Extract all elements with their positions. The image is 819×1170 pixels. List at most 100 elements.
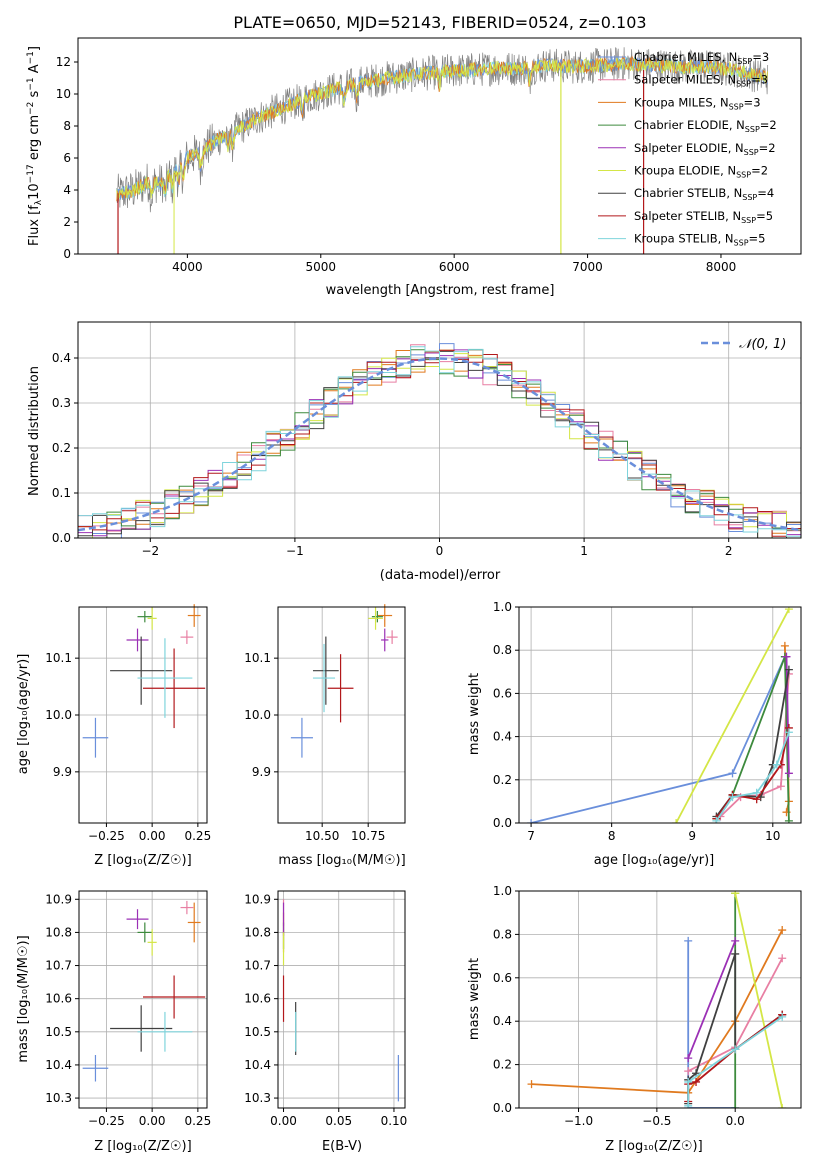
errorbar-point [147,929,157,956]
weight-marker [784,769,793,778]
x-tick-label: 10.75 [351,829,385,843]
x-tick-label: 9 [688,829,696,843]
errorbar-point [180,900,194,915]
x-tick-label: 4000 [172,260,203,274]
weight-marker [672,819,681,823]
y-tick-label: 10.6 [45,992,72,1006]
errorbar-point [82,717,109,758]
x-tick-label: 2 [725,544,733,558]
mass-vs-Z-xlabel: Z [log₁₀(Z/Z☉)] [94,1139,191,1154]
errorbar-point [187,902,201,943]
x-tick-label: 1 [580,544,588,558]
age-vs-Z-ylabel: age [log₁₀(age/yr)] [16,654,31,775]
x-tick-label: −0.25 [88,1114,125,1128]
weight-marker [778,1012,787,1021]
y-tick-label: 10.1 [45,651,72,665]
weight-marker [782,652,791,661]
y-tick-label: 10.8 [45,925,72,939]
y-tick-label: 10.7 [244,959,271,973]
y-tick-label: 10.5 [45,1025,72,1039]
legend-label: Kroupa ELODIE, NSSP=2 [634,164,768,180]
errorbar-point [126,909,149,930]
weight-marker [778,1104,787,1108]
weight-series [687,940,736,1108]
errorbar-point [137,1011,193,1052]
axes: −0.25 0.00 0.25 9.9 10.0 10.1 [45,606,211,843]
errorbar-point [187,604,201,627]
weight-series [531,929,783,1094]
residuals-ylabel: Normed distribution [27,366,42,496]
errorbar-point [327,654,354,723]
legend-label: Chabrier STELIB, NSSP=4 [634,186,774,202]
y-tick-label: 0.2 [493,1058,512,1072]
y-tick-label: 10.6 [244,992,271,1006]
plot-area [82,604,206,758]
errorbar-point [143,975,206,1019]
figure-title: PLATE=0650, MJD=52143, FIBERID=0524, z=0… [233,13,646,32]
age-vs-mass-xlabel: mass [log₁₀(M/M☉)] [278,853,405,868]
errorbar-point [312,636,339,705]
x-tick-label: 0.05 [325,1114,352,1128]
y-tick-label: 0.8 [493,643,512,657]
normal-legend-label: 𝒩(0, 1) [739,337,786,352]
spectrum-panel: 4000 5000 6000 7000 8000 0 2 4 6 8 10 12 [56,37,802,274]
spectrum-lines [116,47,769,254]
legend-label: Kroupa STELIB, NSSP=5 [634,232,766,248]
mass-vs-ebv-xlabel: E(B-V) [322,1139,362,1154]
weight-vs-Z-ylabel: mass weight [467,958,482,1040]
errorbar-point [377,604,393,627]
weight-marker [712,816,721,823]
spectrum-ylabel: Flux [fλ10−17 erg cm−2 s−1 A−1] [26,46,44,246]
weight-marker [731,1104,740,1108]
spectrum-xlabel: wavelength [Angstrom, rest frame] [326,283,555,298]
spectrum-legend: Chabrier MILES, NSSP=3 Salpeter MILES, NS… [598,50,777,248]
y-tick-label: 0.4 [493,730,512,744]
errorbar-point [381,628,389,652]
weight-marker [784,607,793,614]
weight-marker [684,1067,693,1076]
y-tick-label: 9.9 [53,765,72,779]
axes-frame [518,606,802,824]
plot-area [527,607,793,823]
legend-label: Salpeter STELIB, NSSP=5 [634,209,773,225]
residual-histogram [78,346,801,538]
y-tick-label: 10.4 [244,1058,271,1072]
residuals-xlabel: (data-model)/error [380,568,501,583]
weight-marker [784,665,793,674]
x-tick-label: 0.0 [726,1114,745,1128]
errorbar-point [110,636,173,705]
x-tick-label: 0.25 [184,1114,211,1128]
weight-vs-Z-xlabel: Z [log₁₀(Z/Z☉)] [605,1139,702,1154]
x-tick-label: −0.5 [642,1114,671,1128]
x-tick-label: 6000 [439,260,470,274]
y-tick-label: 10 [56,87,71,101]
errorbar-point [126,628,149,652]
axes-frame [78,890,208,1109]
errorbar-point [137,638,193,718]
errorbar-point [368,607,383,630]
axes: 0.00 0.05 0.10 10.3 10.4 10.5 10.6 10.7 10.8 10.9 [244,890,407,1128]
weight-series [687,940,737,1059]
y-tick-label: 10.9 [45,892,72,906]
y-tick-label: 10.3 [45,1091,72,1105]
grid [278,607,405,823]
weight-marker [728,793,737,802]
weight-marker [772,760,781,769]
legend-label: Chabrier MILES, NSSP=3 [634,50,769,66]
mass-weight-vs-metallicity-panel: −1.0 −0.5 0.0 0.0 0.2 0.4 0.6 0.8 1.0 [493,884,802,1128]
y-tick-label: 9.9 [252,765,271,779]
errorbar-point [386,630,398,644]
axes-frame [277,890,406,1109]
y-tick-label: 0.1 [52,486,71,500]
y-tick-label: 10.7 [45,959,72,973]
plot-area [78,343,801,538]
weight-marker [780,641,789,650]
x-tick-label: −2 [141,544,159,558]
normal-curve [78,357,801,532]
axes: −0.25 0.00 0.25 10.3 10.4 10.5 10.6 10.7 10.8 10.… [45,890,211,1128]
x-tick-label: −1.0 [564,1114,593,1128]
errorbar-point [143,648,206,729]
model-spectrum [116,57,768,200]
weight-vs-age-ylabel: mass weight [467,673,482,755]
y-tick-label: 1.0 [493,884,512,898]
